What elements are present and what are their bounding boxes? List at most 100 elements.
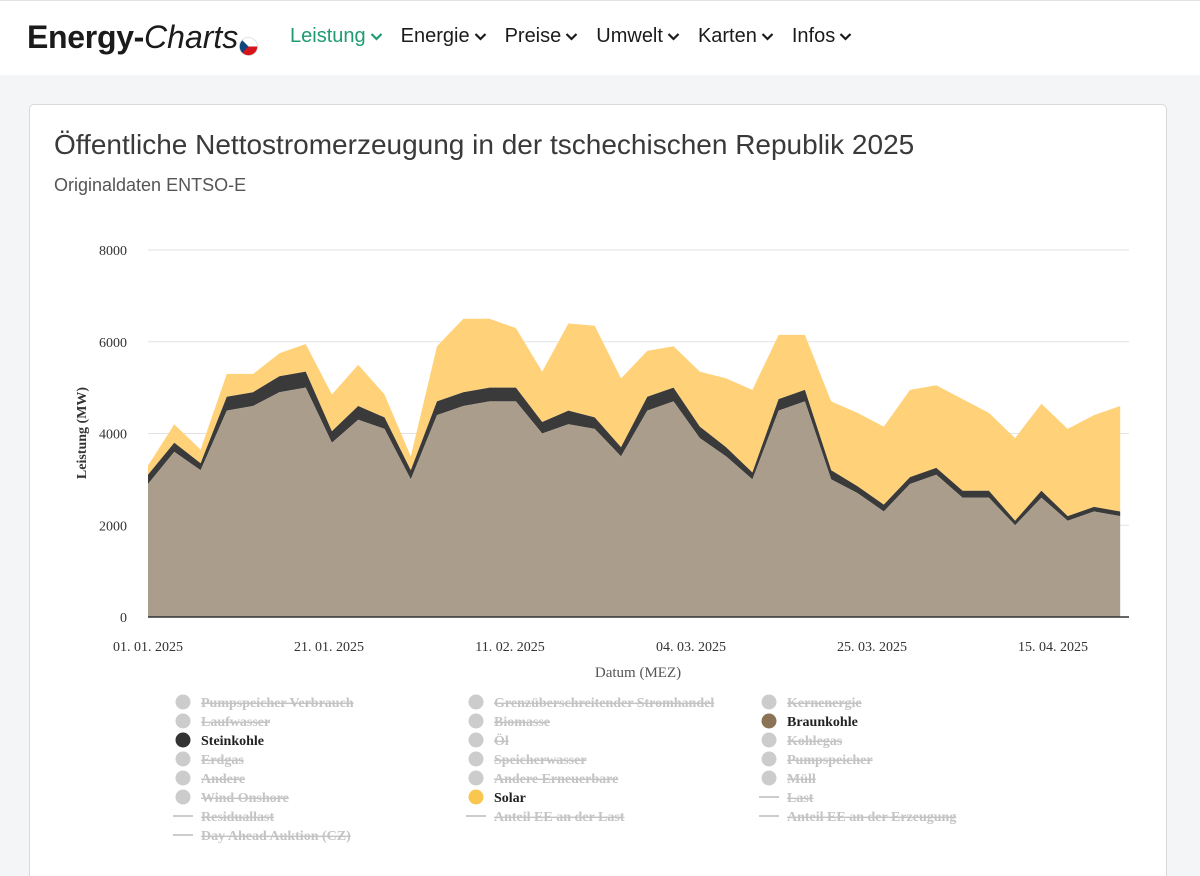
legend-item-kernenergie[interactable]: Kernenergie	[761, 694, 862, 712]
legend-label: Andere	[201, 772, 245, 787]
legend-marker	[468, 770, 484, 786]
legend-item-braunkohle[interactable]: Braunkohle	[761, 713, 858, 731]
nav-label: Preise	[504, 24, 562, 47]
series-area-solar	[148, 318, 1121, 521]
nav-label: Karten	[697, 24, 757, 47]
legend-item-andere-erneuerbare[interactable]: Andere Erneuerbare	[468, 770, 619, 788]
legend-marker	[468, 713, 484, 729]
legend-item-müll[interactable]: Müll	[761, 770, 816, 788]
y-tick-label: 6000	[99, 336, 127, 351]
chevron-down-icon	[565, 32, 578, 41]
legend-item-anteil-ee-an-der-last[interactable]: Anteil EE an der Last	[466, 810, 625, 825]
x-tick-label: 15. 04. 2025	[1018, 640, 1088, 655]
y-tick-label: 0	[120, 611, 127, 626]
nav-karten[interactable]: Karten	[698, 23, 774, 49]
chart-title: Öffentliche Nettostromerzeugung in der t…	[54, 129, 915, 160]
legend-marker	[175, 694, 191, 710]
legend-label: Andere Erneuerbare	[494, 772, 618, 787]
legend-item-pumpspeicher[interactable]: Pumpspeicher	[761, 751, 873, 769]
legend-item-grenzüberschreitender-stromhandel[interactable]: Grenzüberschreitender Stromhandel	[468, 694, 715, 712]
x-tick-label: 04. 03. 2025	[656, 640, 726, 655]
legend-label: Öl	[494, 732, 509, 749]
x-axis-label: Datum (MEZ)	[595, 665, 681, 681]
brand-name-italic: Charts	[144, 19, 239, 55]
legend-label: Laufwasser	[201, 715, 270, 730]
y-tick-label: 4000	[99, 428, 127, 443]
legend-marker	[175, 732, 191, 748]
legend-label: Steinkohle	[201, 734, 264, 749]
legend-marker	[468, 789, 484, 805]
legend-label: Wind Onshore	[201, 791, 289, 806]
nav-energie[interactable]: Energie	[401, 23, 487, 49]
legend-label: Anteil EE an der Erzeugung	[787, 810, 956, 825]
chart-subtitle: Originaldaten ENTSO-E	[54, 175, 247, 195]
legend-marker	[761, 751, 777, 767]
legend-label: Braunkohle	[787, 715, 858, 730]
nav-label: Infos	[791, 24, 836, 47]
legend-label: Day Ahead Auktion (CZ)	[201, 829, 351, 844]
legend-marker	[468, 751, 484, 767]
legend-item-öl[interactable]: Öl	[468, 732, 509, 749]
legend-item-steinkohle[interactable]: Steinkohle	[175, 732, 265, 750]
legend-item-kohlegas[interactable]: Kohlegas	[761, 732, 843, 750]
chevron-down-icon	[839, 32, 852, 41]
nav-leistung[interactable]: Leistung	[290, 23, 383, 49]
x-tick-label: 25. 03. 2025	[837, 640, 907, 655]
legend-marker	[468, 694, 484, 710]
legend-item-residuallast[interactable]: Residuallast	[173, 810, 274, 825]
legend-marker	[761, 713, 777, 729]
top-navbar: Energy-Charts Leistung Energie Preise Um…	[0, 0, 1200, 75]
legend-label: Kohlegas	[787, 734, 843, 749]
y-tick-label: 8000	[99, 244, 127, 259]
legend-item-day-ahead-auktion-cz-[interactable]: Day Ahead Auktion (CZ)	[173, 829, 351, 844]
legend-label: Speicherwasser	[494, 753, 587, 768]
y-tick-label: 2000	[99, 519, 127, 534]
legend-marker	[175, 713, 191, 729]
legend-item-anteil-ee-an-der-erzeugung[interactable]: Anteil EE an der Erzeugung	[759, 810, 956, 825]
legend-marker	[761, 770, 777, 786]
brand-name-bold: Energy-	[27, 19, 145, 55]
legend-item-erdgas[interactable]: Erdgas	[175, 751, 245, 769]
chevron-down-icon	[761, 32, 774, 41]
chevron-down-icon	[370, 32, 382, 41]
legend-label: Pumpspeicher	[787, 753, 873, 768]
chevron-down-icon	[667, 32, 680, 41]
legend-marker	[468, 732, 484, 748]
nav-preise[interactable]: Preise	[505, 23, 579, 49]
x-tick-label: 01. 01. 2025	[113, 640, 183, 655]
x-tick-label: 11. 02. 2025	[475, 640, 544, 655]
legend-label: Last	[787, 791, 814, 806]
nav-infos[interactable]: Infos	[792, 23, 852, 49]
legend-label: Residuallast	[201, 810, 274, 825]
legend-item-laufwasser[interactable]: Laufwasser	[175, 713, 271, 731]
legend-item-last[interactable]: Last	[759, 791, 814, 806]
legend-item-andere[interactable]: Andere	[175, 770, 246, 788]
chevron-down-icon	[474, 32, 486, 41]
legend-label: Erdgas	[201, 753, 244, 768]
nav-label: Umwelt	[596, 24, 663, 47]
legend-marker	[761, 732, 777, 748]
series-area-braunkohle	[148, 387, 1121, 617]
nav-label: Energie	[400, 24, 470, 47]
y-axis-label: Leistung (MW)	[75, 387, 90, 480]
legend-label: Anteil EE an der Last	[494, 810, 625, 825]
legend-label: Müll	[787, 772, 816, 787]
legend-marker	[761, 694, 777, 710]
x-tick-label: 21. 01. 2025	[294, 640, 364, 655]
legend-label: Kernenergie	[787, 696, 862, 711]
brand-logo[interactable]: Energy-Charts	[27, 17, 238, 57]
main-nav: Leistung Energie Preise Umwelt Karten In…	[290, 23, 870, 49]
legend-marker	[175, 789, 191, 805]
legend-label: Solar	[494, 791, 526, 806]
legend-item-speicherwasser[interactable]: Speicherwasser	[468, 751, 587, 769]
legend-item-pumpspeicher-verbrauch[interactable]: Pumpspeicher Verbrauch	[175, 694, 354, 712]
nav-umwelt[interactable]: Umwelt	[596, 23, 680, 49]
legend-marker	[175, 770, 191, 786]
legend-item-solar[interactable]: Solar	[468, 789, 526, 807]
legend-label: Grenzüberschreitender Stromhandel	[494, 696, 714, 711]
legend-label: Biomasse	[494, 715, 550, 730]
nav-label: Leistung	[290, 24, 366, 47]
legend-item-wind-onshore[interactable]: Wind Onshore	[175, 789, 289, 807]
legend-item-biomasse[interactable]: Biomasse	[468, 713, 551, 731]
